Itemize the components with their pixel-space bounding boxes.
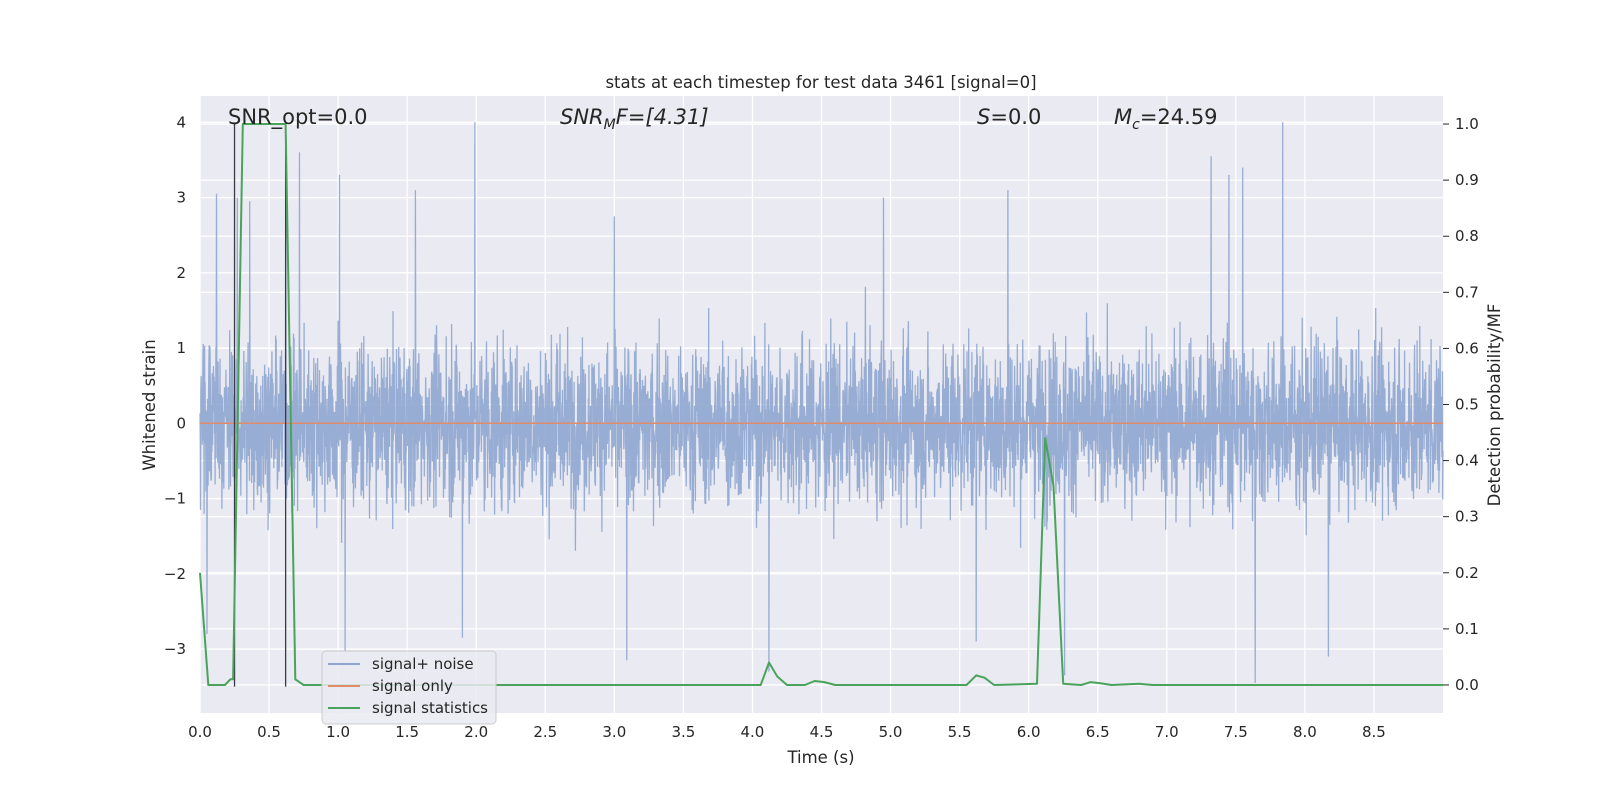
y2-tick-label: 0.0 bbox=[1455, 676, 1479, 694]
x-tick-label: 1.0 bbox=[326, 723, 350, 741]
x-tick-label: 4.5 bbox=[810, 723, 834, 741]
y2-tick-label: 0.5 bbox=[1455, 396, 1479, 414]
y-tick-label: 3 bbox=[176, 189, 186, 207]
annotation-snr-opt: SNR_opt=0.0 bbox=[228, 105, 368, 130]
y2-tick-label: 0.2 bbox=[1455, 564, 1479, 582]
x-tick-label: 6.0 bbox=[1017, 723, 1041, 741]
signal-noise-line bbox=[199, 122, 1444, 683]
y2-tick-label: 0.6 bbox=[1455, 339, 1479, 357]
annotation-snr-mf: SNRMF=[4.31] bbox=[560, 105, 709, 133]
x-tick-label: 4.0 bbox=[741, 723, 765, 741]
x-tick-label: 2.0 bbox=[464, 723, 488, 741]
legend-label-noise: signal+ noise bbox=[372, 655, 474, 673]
y2-ticks: 0.0 0.1 0.2 0.3 0.4 0.5 0.6 0.7 0.8 0.9 1.0 bbox=[1443, 115, 1479, 694]
signal-statistics-line bbox=[199, 123, 1443, 686]
legend-box bbox=[321, 650, 497, 725]
x-tick-label: 5.5 bbox=[948, 723, 972, 741]
y2-tick-label: 1.0 bbox=[1455, 115, 1479, 133]
y-tick-label: 1 bbox=[176, 339, 186, 357]
x-tick-label: 6.5 bbox=[1086, 723, 1110, 741]
y2-tick-label: 0.4 bbox=[1455, 452, 1479, 470]
legend: signal+ noise signal only signal statist… bbox=[321, 650, 497, 725]
y2-tick-label: 0.9 bbox=[1455, 171, 1479, 189]
x-tick-label: 5.0 bbox=[879, 723, 903, 741]
x-tick-label: 1.5 bbox=[395, 723, 419, 741]
y-tick-label: 4 bbox=[176, 113, 186, 131]
y-tick-label: 2 bbox=[176, 264, 186, 282]
x-axis-label: Time (s) bbox=[786, 748, 854, 767]
y2-tick-label: 0.3 bbox=[1455, 508, 1479, 526]
legend-label-statistics: signal statistics bbox=[372, 699, 488, 717]
y-tick-label: −3 bbox=[164, 640, 186, 658]
x-tick-label: 7.0 bbox=[1155, 723, 1179, 741]
x-tick-label: 2.5 bbox=[533, 723, 557, 741]
y-tick-label: −2 bbox=[164, 565, 186, 583]
y2-tick-label: 0.7 bbox=[1455, 283, 1479, 301]
y2-axis-label: Detection probability/MF bbox=[1485, 304, 1504, 507]
annotation-s: S=0.0 bbox=[977, 105, 1041, 129]
x-tick-label: 3.0 bbox=[602, 723, 626, 741]
x-ticks: 0.0 0.5 1.0 1.5 2.0 2.5 3.0 3.5 4.0 4.5 5.0 5.5 6.0 6… bbox=[188, 723, 1386, 741]
signal-statistics-series bbox=[199, 123, 1443, 686]
y-tick-label: −1 bbox=[164, 490, 186, 508]
y2-tick-label: 0.1 bbox=[1455, 620, 1479, 638]
x-tick-label: 8.0 bbox=[1293, 723, 1317, 741]
y-axis-label: Whitened strain bbox=[140, 339, 159, 470]
x-tick-label: 8.5 bbox=[1362, 723, 1386, 741]
x-tick-label: 0.5 bbox=[257, 723, 281, 741]
signal-noise-series bbox=[199, 122, 1444, 683]
x-tick-label: 3.5 bbox=[671, 723, 695, 741]
chart-title: stats at each timestep for test data 346… bbox=[605, 73, 1036, 92]
y2-tick-label: 0.8 bbox=[1455, 227, 1479, 245]
annotation-mc: Mc=24.59 bbox=[1114, 105, 1218, 133]
y-tick-label: 0 bbox=[176, 414, 186, 432]
y-ticks: −3 −2 −1 0 1 2 3 4 bbox=[164, 113, 186, 658]
x-tick-label: 0.0 bbox=[188, 723, 212, 741]
x-tick-label: 7.5 bbox=[1224, 723, 1248, 741]
legend-label-signal-only: signal only bbox=[372, 677, 453, 695]
